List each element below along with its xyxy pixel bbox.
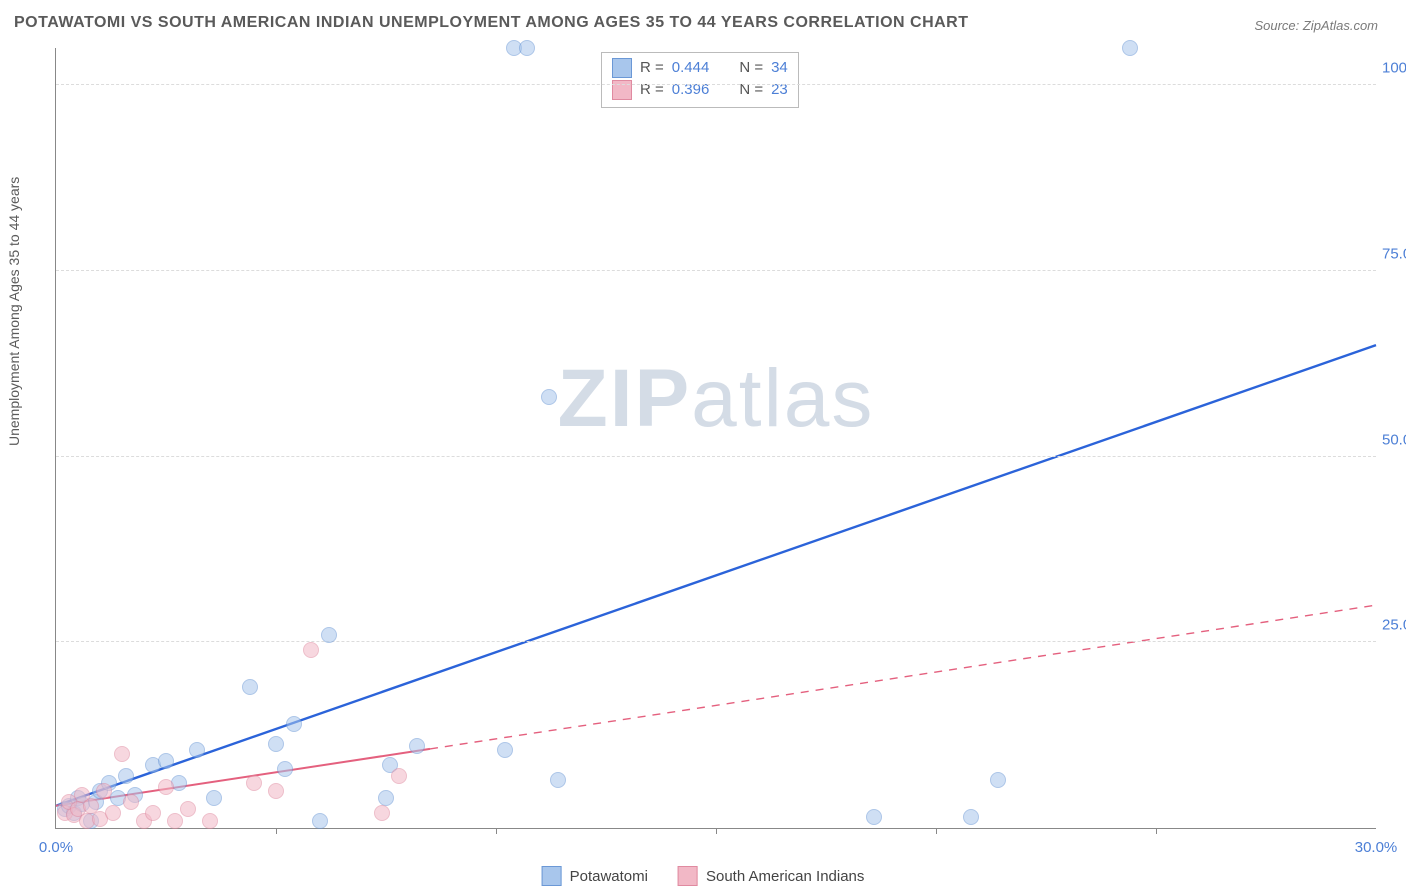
x-tick-minor [496,828,497,834]
gridline-h [56,456,1376,457]
data-point [96,783,112,799]
trend-lines-layer [56,48,1376,828]
data-point [246,775,262,791]
x-tick-label: 0.0% [39,839,73,856]
data-point [242,679,258,695]
legend-r-value: 0.444 [672,57,710,79]
x-tick-label: 30.0% [1355,839,1398,856]
x-tick-minor [276,828,277,834]
legend-r-value: 0.396 [672,79,710,101]
source-label: Source: ZipAtlas.com [1254,18,1378,33]
data-point [497,742,513,758]
data-point [114,746,130,762]
plot-area: ZIPatlas R =0.444N =34R =0.396N =23 25.0… [55,48,1376,829]
data-point [541,389,557,405]
data-point [550,772,566,788]
y-tick-label: 100.0% [1382,60,1406,77]
data-point [990,772,1006,788]
legend-n-label: N = [739,57,763,79]
x-tick-minor [1156,828,1157,834]
correlation-legend: R = 0.444 N = 34 R = 0.396 N = 23 [601,52,799,108]
data-point [123,794,139,810]
data-point [391,768,407,784]
trend-line-solid [56,345,1376,806]
series-legend: Potawatomi South American Indians [542,866,865,886]
data-point [180,801,196,817]
x-tick-minor [936,828,937,834]
data-point [963,809,979,825]
data-point [118,768,134,784]
data-point [866,809,882,825]
legend-n-value: 34 [771,57,788,79]
gridline-h [56,270,1376,271]
y-tick-label: 25.0% [1382,617,1406,634]
data-point [286,716,302,732]
data-point [303,642,319,658]
data-point [268,783,284,799]
data-point [105,805,121,821]
data-point [202,813,218,829]
series-legend-item: Potawatomi [542,866,648,886]
legend-swatch [678,866,698,886]
y-tick-label: 50.0% [1382,431,1406,448]
data-point [409,738,425,754]
data-point [374,805,390,821]
y-tick-label: 75.0% [1382,245,1406,262]
chart-title: POTAWATOMI VS SOUTH AMERICAN INDIAN UNEM… [14,14,969,32]
legend-n-label: N = [739,79,763,101]
data-point [268,736,284,752]
data-point [145,805,161,821]
data-point [519,40,535,56]
legend-row: R = 0.444 N = 34 [612,57,788,79]
gridline-h [56,641,1376,642]
series-name: South American Indians [706,868,864,885]
gridline-h [56,84,1376,85]
y-axis-label: Unemployment Among Ages 35 to 44 years [6,177,22,446]
data-point [1122,40,1138,56]
series-legend-item: South American Indians [678,866,864,886]
legend-n-value: 23 [771,79,788,101]
legend-r-label: R = [640,57,664,79]
data-point [321,627,337,643]
legend-swatch [612,58,632,78]
legend-row: R = 0.396 N = 23 [612,79,788,101]
data-point [167,813,183,829]
data-point [206,790,222,806]
data-point [378,790,394,806]
legend-swatch [612,80,632,100]
x-tick-minor [716,828,717,834]
legend-swatch [542,866,562,886]
data-point [277,761,293,777]
data-point [158,779,174,795]
data-point [158,753,174,769]
series-name: Potawatomi [570,868,648,885]
data-point [312,813,328,829]
legend-r-label: R = [640,79,664,101]
data-point [189,742,205,758]
